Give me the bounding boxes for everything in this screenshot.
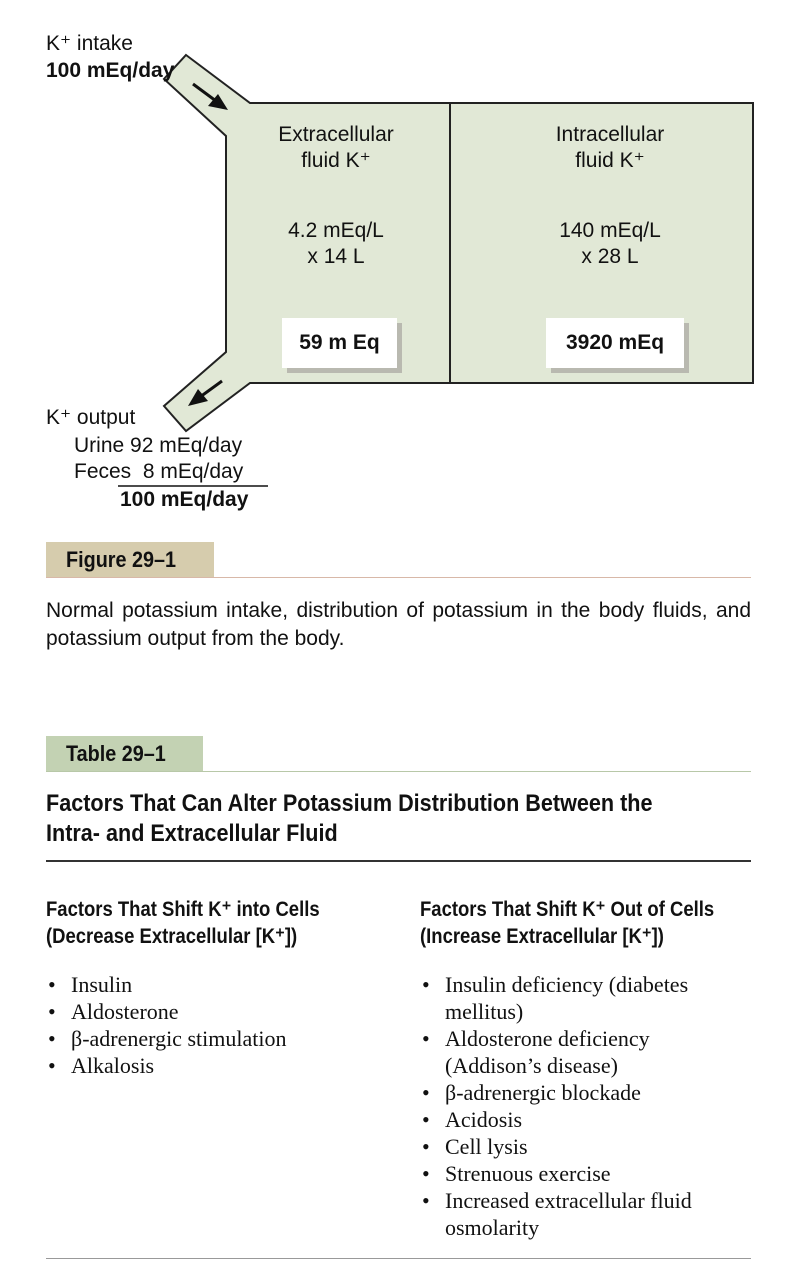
- table-label-rule: [46, 771, 751, 772]
- intracellular-total: 3920 mEq: [546, 318, 684, 368]
- output-total: 100 mEq/day: [120, 488, 249, 511]
- extracellular-volume: x 14 L: [307, 245, 365, 268]
- intracellular-title-line1: Intracellular: [555, 123, 665, 146]
- figure-label: Figure 29–1: [46, 542, 215, 578]
- table-label-text: Table 29–1: [66, 741, 166, 766]
- left-factor-list: Insulin Aldosterone β-adrenergic stimula…: [46, 971, 386, 1079]
- list-item: Cell lysis: [420, 1133, 750, 1160]
- output-label: K⁺ output: [46, 406, 136, 429]
- output-arrow-icon: [188, 379, 223, 406]
- right-column-heading-line2: (Increase Extracellular [K⁺]): [420, 925, 664, 948]
- intake-label: K⁺ intake: [46, 32, 133, 55]
- list-item: Alkalosis: [46, 1052, 386, 1079]
- output-feces: Feces 8 mEq/day: [74, 460, 244, 483]
- intake-value: 100 mEq/day: [46, 59, 175, 82]
- list-item: Aldosterone: [46, 998, 386, 1025]
- left-column-heading-line1: Factors That Shift K⁺ into Cells: [46, 898, 320, 921]
- potassium-distribution-diagram: K⁺ intake 100 mEq/day Extracellular flui…: [0, 0, 792, 530]
- intracellular-title-line2: fluid K⁺: [575, 149, 645, 172]
- extracellular-title-line1: Extracellular: [278, 123, 394, 146]
- output-urine: Urine 92 mEq/day: [74, 434, 243, 457]
- list-item: Acidosis: [420, 1106, 750, 1133]
- table-title-line2: Intra- and Extracellular Fluid: [46, 820, 338, 847]
- table-title-rule: [46, 860, 751, 862]
- extracellular-title-line2: fluid K⁺: [301, 149, 371, 172]
- table-label: Table 29–1: [46, 736, 203, 772]
- intake-arrow-icon: [192, 82, 228, 110]
- list-item: β-adrenergic stimulation: [46, 1025, 386, 1052]
- table-title-line1: Factors That Can Alter Potassium Distrib…: [46, 790, 653, 817]
- figure-rule: [46, 577, 751, 578]
- extracellular-total: 59 m Eq: [282, 318, 397, 368]
- intracellular-concentration: 140 mEq/L: [559, 219, 661, 242]
- figure-label-text: Figure 29–1: [66, 547, 177, 572]
- extracellular-concentration: 4.2 mEq/L: [288, 219, 384, 242]
- list-item: Insulin: [46, 971, 386, 998]
- right-column-heading-line1: Factors That Shift K⁺ Out of Cells: [420, 898, 715, 921]
- figure-caption: Normal potassium intake, distribution of…: [46, 599, 751, 650]
- left-column-heading-line2: (Decrease Extracellular [K⁺]): [46, 925, 298, 948]
- list-item: Aldosterone deficiency (Addison’s diseas…: [420, 1025, 750, 1079]
- list-item: Insulin deficiency (diabetes mellitus): [420, 971, 750, 1025]
- intracellular-volume: x 28 L: [581, 245, 639, 268]
- list-item: β-adrenergic blockade: [420, 1079, 750, 1106]
- right-factor-list: Insulin deficiency (diabetes mellitus) A…: [420, 971, 750, 1241]
- list-item: Increased extracellular fluid osmolarity: [420, 1187, 750, 1241]
- table-bottom-rule: [46, 1258, 751, 1259]
- list-item: Strenuous exercise: [420, 1160, 750, 1187]
